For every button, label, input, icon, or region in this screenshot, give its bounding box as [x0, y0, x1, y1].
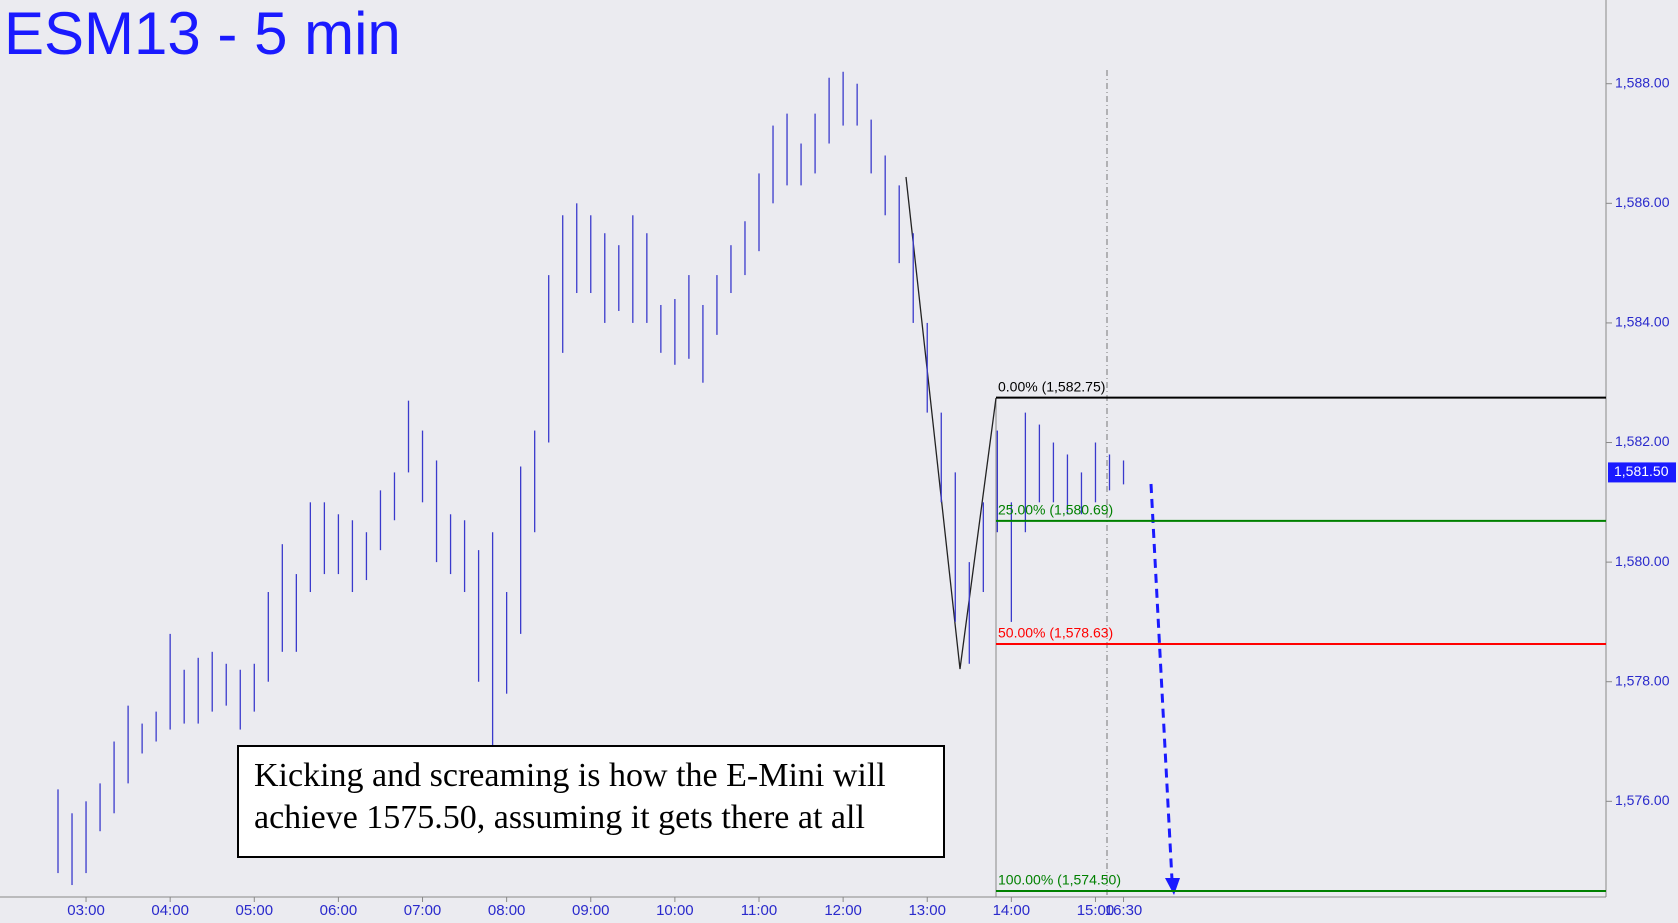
x-tick-label: 14:00	[993, 902, 1031, 919]
last-price-tag	[1608, 462, 1676, 483]
projection-arrow	[1149, 483, 1174, 881]
last-price-label: 1,581.50	[1614, 463, 1669, 479]
chart-title: ESM13 - 5 min	[4, 0, 401, 67]
x-tick-label: 16:30	[1105, 902, 1143, 919]
x-tick-label: 08:00	[488, 902, 526, 919]
y-tick-label: 1,576.00	[1615, 792, 1670, 808]
x-tick-label: 15:00	[1077, 902, 1115, 919]
x-tick-label: 06:00	[320, 902, 358, 919]
annotation: achieve 1575.50, assuming it gets there …	[254, 799, 865, 836]
fib-label: 0.00% (1,582.75)	[998, 378, 1105, 394]
fib-label: 100.00% (1,574.50)	[998, 872, 1121, 888]
fib-zigzag	[905, 176, 997, 670]
fib-label: 50.00% (1,578.63)	[998, 625, 1113, 641]
x-tick-label: 03:00	[67, 902, 105, 919]
x-tick-label: 04:00	[151, 902, 189, 919]
y-tick-label: 1,582.00	[1615, 433, 1670, 449]
x-tick-label: 10:00	[656, 902, 694, 919]
x-tick-label: 13:00	[908, 902, 946, 919]
annotation-box	[237, 745, 945, 858]
y-tick-label: 1,584.00	[1615, 314, 1670, 330]
x-tick-label: 07:00	[404, 902, 442, 919]
x-tick-label: 11:00	[741, 902, 777, 919]
x-tick-label: 12:00	[824, 902, 862, 919]
y-tick-label: 1,586.00	[1615, 194, 1670, 210]
arrow-head	[1165, 878, 1180, 895]
x-tick-label: 09:00	[572, 902, 610, 919]
x-tick-label: 05:00	[236, 902, 274, 919]
y-tick-label: 1,580.00	[1615, 553, 1670, 569]
y-tick-label: 1,578.00	[1615, 672, 1670, 688]
fib-label: 25.00% (1,580.69)	[998, 502, 1113, 518]
y-tick-label: 1,588.00	[1615, 74, 1670, 90]
annotation: Kicking and screaming is how the E-Mini …	[254, 757, 886, 794]
